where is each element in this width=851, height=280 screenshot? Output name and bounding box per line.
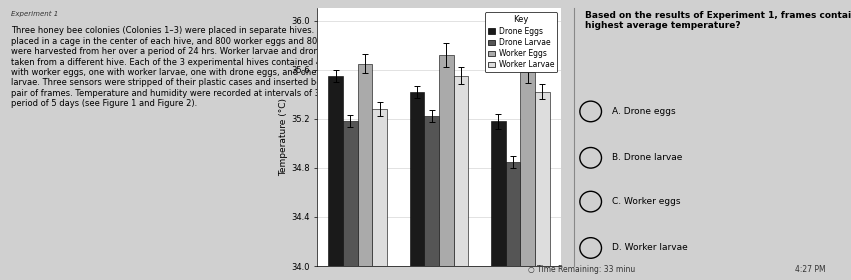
Bar	[328, 76, 343, 280]
Text: 4:27 PM: 4:27 PM	[795, 265, 825, 274]
Bar	[454, 76, 468, 280]
Text: Experiment 1: Experiment 1	[12, 11, 59, 17]
Text: A. Drone eggs: A. Drone eggs	[613, 107, 676, 116]
Legend: Drone Eggs, Drone Larvae, Worker Eggs, Worker Larvae: Drone Eggs, Drone Larvae, Worker Eggs, W…	[485, 12, 557, 73]
Bar	[357, 64, 372, 280]
Bar	[343, 121, 357, 280]
Text: C. Worker eggs: C. Worker eggs	[613, 197, 681, 206]
Bar	[439, 55, 454, 280]
Text: Based on the results of Experiment 1, frames containing which of the following h: Based on the results of Experiment 1, fr…	[585, 11, 851, 30]
Text: Three honey bee colonies (Colonies 1–3) were placed in separate hives. A queen w: Three honey bee colonies (Colonies 1–3) …	[12, 26, 391, 108]
Text: ○ Time Remaining: 33 minu: ○ Time Remaining: 33 minu	[528, 265, 635, 274]
Text: B. Drone larvae: B. Drone larvae	[613, 153, 683, 162]
Bar	[521, 72, 535, 280]
Bar	[409, 92, 425, 280]
Bar	[425, 116, 439, 280]
Bar	[372, 109, 387, 280]
Bar	[491, 121, 505, 280]
Bar	[535, 92, 550, 280]
Bar	[505, 162, 521, 280]
Y-axis label: Temperature (°C): Temperature (°C)	[279, 98, 288, 176]
Text: D. Worker larvae: D. Worker larvae	[613, 244, 688, 253]
